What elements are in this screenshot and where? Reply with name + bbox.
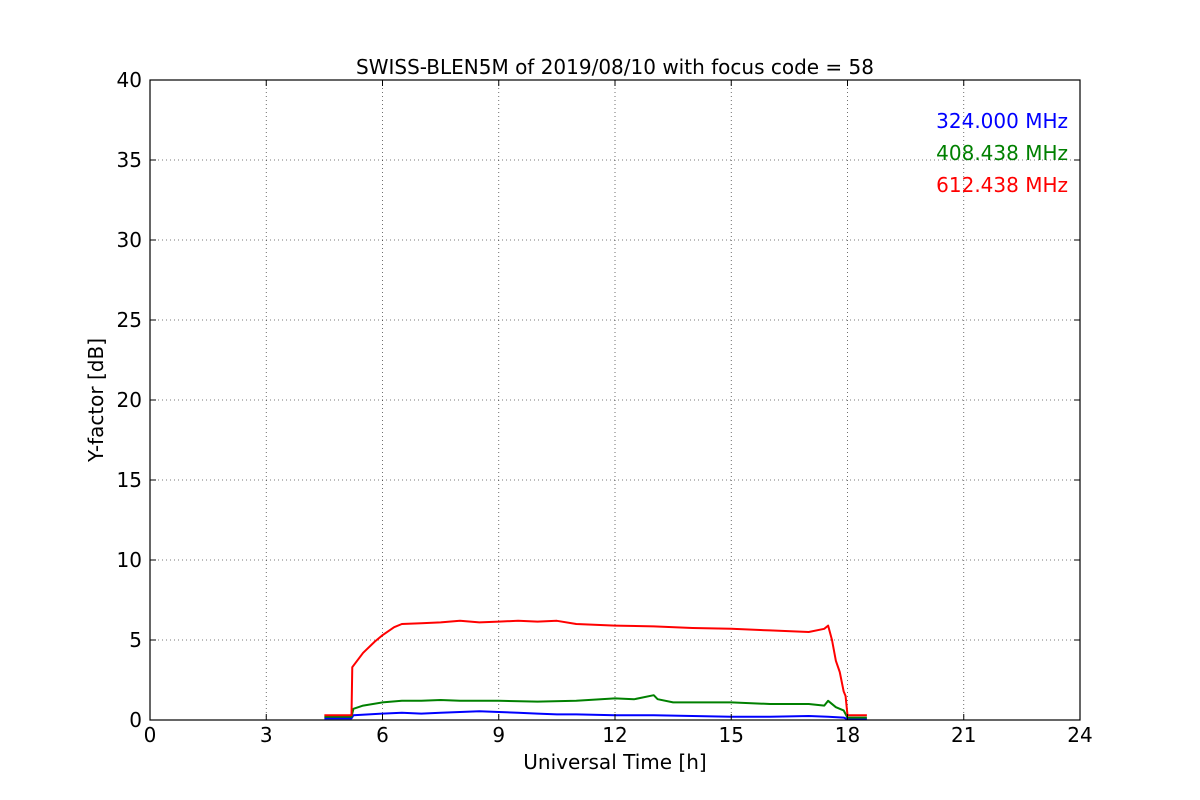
legend-entry-1: 324.000 MHz [936, 109, 1068, 133]
y-tick-label: 40 [117, 68, 142, 92]
x-tick-label: 9 [492, 723, 505, 747]
axis-ticks: 0 3 6 9 12 15 18 21 24 0 5 10 15 20 25 30 35 40 [117, 68, 1093, 747]
series-lines [324, 619, 867, 721]
y-tick-label: 0 [129, 708, 142, 732]
y-tick-label: 30 [117, 228, 142, 252]
y-axis-label: Y-factor [dB] [84, 338, 108, 463]
chart-title: SWISS-BLEN5M of 2019/08/10 with focus co… [356, 55, 874, 79]
x-tick-label: 15 [719, 723, 744, 747]
x-axis-label: Universal Time [h] [523, 750, 706, 774]
legend: 324.000 MHz 408.438 MHz 612.438 MHz [936, 109, 1068, 197]
y-tick-label: 35 [117, 148, 142, 172]
x-tick-label: 21 [951, 723, 976, 747]
legend-entry-2: 408.438 MHz [936, 141, 1068, 165]
x-tick-label: 6 [376, 723, 389, 747]
y-tick-label: 10 [117, 548, 142, 572]
y-tick-label: 5 [129, 628, 142, 652]
y-tick-label: 25 [117, 308, 142, 332]
y-tick-label: 15 [117, 468, 142, 492]
x-tick-label: 0 [144, 723, 157, 747]
grid [150, 80, 1080, 720]
x-tick-label: 18 [835, 723, 860, 747]
series-line-3 [324, 619, 867, 717]
series-line-2 [324, 694, 867, 719]
x-tick-label: 24 [1067, 723, 1092, 747]
x-tick-label: 3 [260, 723, 273, 747]
series-line-1 [324, 710, 867, 721]
legend-entry-3: 612.438 MHz [936, 173, 1068, 197]
x-tick-label: 12 [602, 723, 627, 747]
y-tick-label: 20 [117, 388, 142, 412]
